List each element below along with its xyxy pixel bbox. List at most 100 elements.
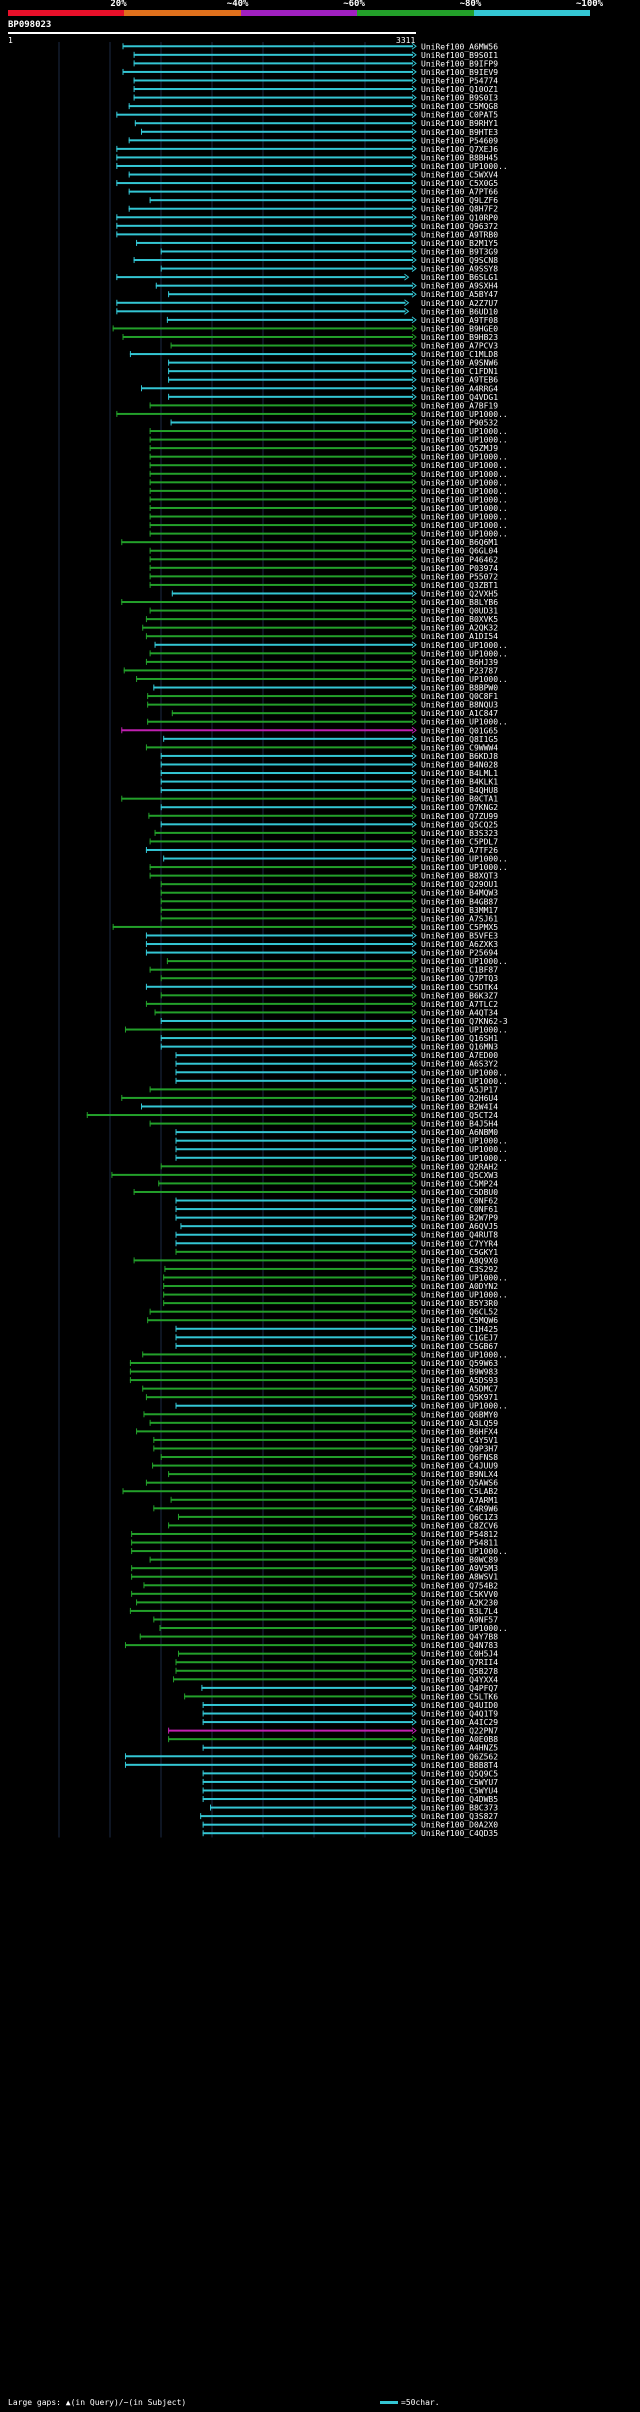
hit-row: UniRef100_UP1000.. [149,487,508,496]
hit-end-arrow [411,1496,417,1504]
hit-bar [145,618,413,621]
hit-bar [153,1507,413,1510]
hit-start-tick [145,1479,147,1486]
hit-label: UniRef100_A7TF26 [421,846,498,855]
hit-row: UniRef100_UP1000.. [175,1068,508,1077]
hit-start-tick [160,1017,162,1024]
legend-label: ~40% [226,0,249,9]
legend-segment [473,10,590,16]
hit-label: UniRef100_B8XQT3 [421,872,498,881]
hit-row: UniRef100_A1C847 [171,709,498,718]
hit-start-tick [147,701,149,708]
hit-row: UniRef100_C5MQG8 [128,102,498,111]
hit-start-tick [128,137,130,144]
hit-end-arrow [411,1752,417,1760]
hit-bar [145,943,413,946]
hit-bar [147,695,413,698]
hit-start-tick [163,855,165,862]
hit-row: UniRef100_C5PMX5 [112,923,498,932]
hit-end-arrow [411,1205,417,1213]
hit-bar [184,1695,413,1698]
hit-start-tick [177,1513,179,1520]
hit-row: UniRef100_B6SLG1 [116,273,498,282]
hit-start-tick [160,1454,162,1461]
hit-start-tick [173,1676,175,1683]
hit-end-arrow [411,1137,417,1145]
hit-row: UniRef100_Q4Q1T9 [202,1710,498,1719]
hit-row: UniRef100_Q4PFQ7 [201,1684,498,1693]
hit-end-arrow [411,1513,417,1521]
hit-label: UniRef100_A9NF57 [421,1615,498,1624]
hit-label: UniRef100_B5Y3R0 [421,1299,498,1308]
hit-end-arrow [411,436,417,443]
hit-row: UniRef100_Q01G65 [121,726,498,735]
hit-start-tick [159,1625,161,1632]
hit-row: UniRef100_C5MQW6 [147,1316,498,1325]
hit-row: UniRef100_UP1000.. [136,675,508,684]
hit-end-arrow [411,1427,417,1435]
hit-start-tick [145,744,147,751]
hit-label: UniRef100_B8BH45 [421,153,498,162]
hit-start-tick [154,641,156,648]
hit-bar [168,361,413,364]
hit-end-arrow [411,367,417,375]
hit-row: UniRef100_B4GB87 [160,897,498,906]
hit-end-arrow [411,325,417,332]
hit-end-arrow [411,1077,417,1085]
hit-label: UniRef100_B5VFE3 [421,931,498,940]
hit-start-tick [175,1240,177,1247]
hit-bar [149,489,413,492]
hit-start-tick [116,231,118,238]
hit-end-arrow [411,1795,417,1803]
hit-end-arrow [411,487,417,495]
legend-label: ~100% [576,0,604,9]
hit-label: UniRef100_Q6BMY0 [421,1410,498,1419]
hit-end-arrow [411,1068,417,1076]
hit-row: UniRef100_B0XVK5 [145,615,498,624]
hit-bar [158,1182,413,1185]
hit-start-tick [160,898,162,905]
hit-label: UniRef100_UP1000.. [421,1068,508,1077]
hit-label: UniRef100_B4GB87 [421,897,498,906]
hit-row: UniRef100_C5LAB2 [122,1487,498,1496]
hit-label: UniRef100_A2Z7U7 [421,299,498,308]
hit-label: UniRef100_B3S323 [421,829,498,838]
hit-start-tick [171,710,173,717]
hit-label: UniRef100_B0XVK5 [421,615,498,624]
hit-bar [133,88,413,91]
hit-end-arrow [411,1180,417,1187]
hit-bar [121,1096,413,1099]
hit-label: UniRef100_C1GEJ7 [421,1333,498,1342]
hit-row: UniRef100_UP1000.. [142,1350,508,1359]
hit-bar [149,438,413,441]
hit-row: UniRef100_P03974 [149,564,498,573]
hit-label: UniRef100_UP1000.. [421,855,508,864]
hit-row: UniRef100_B9RHY1 [134,119,498,128]
hit-end-arrow [411,1479,417,1487]
scale-legend-text: =50char. [401,2398,440,2407]
hit-bar [128,190,413,193]
hit-label: UniRef100_C5PMX5 [421,923,498,932]
hit-bar [177,1652,413,1655]
hit-row: UniRef100_A9NF57 [153,1615,498,1624]
hit-bar [149,874,413,877]
hit-label: UniRef100_C5LAB2 [421,1487,498,1496]
hit-bar [168,370,413,373]
hit-bar [129,1379,413,1382]
hit-row: UniRef100_B6UD10 [116,307,498,316]
hit-bar [149,472,413,475]
hit-end-arrow [411,1462,417,1469]
hit-label: UniRef100_B6KDJ8 [421,752,498,761]
hit-end-arrow [411,410,417,418]
hit-bar [160,1037,413,1040]
hit-row: UniRef100_A7TLC2 [145,1000,498,1009]
hit-end-arrow [411,530,417,538]
hit-row: UniRef100_A7TF26 [145,846,498,855]
hit-row: UniRef100_B9IFP9 [133,59,498,68]
hit-bar [123,669,413,672]
hit-bar [175,1669,413,1672]
hit-end-arrow [411,1787,417,1794]
hit-end-arrow [411,230,417,238]
hit-bar [160,780,413,783]
hit-row: UniRef100_C5X0G5 [116,179,498,188]
